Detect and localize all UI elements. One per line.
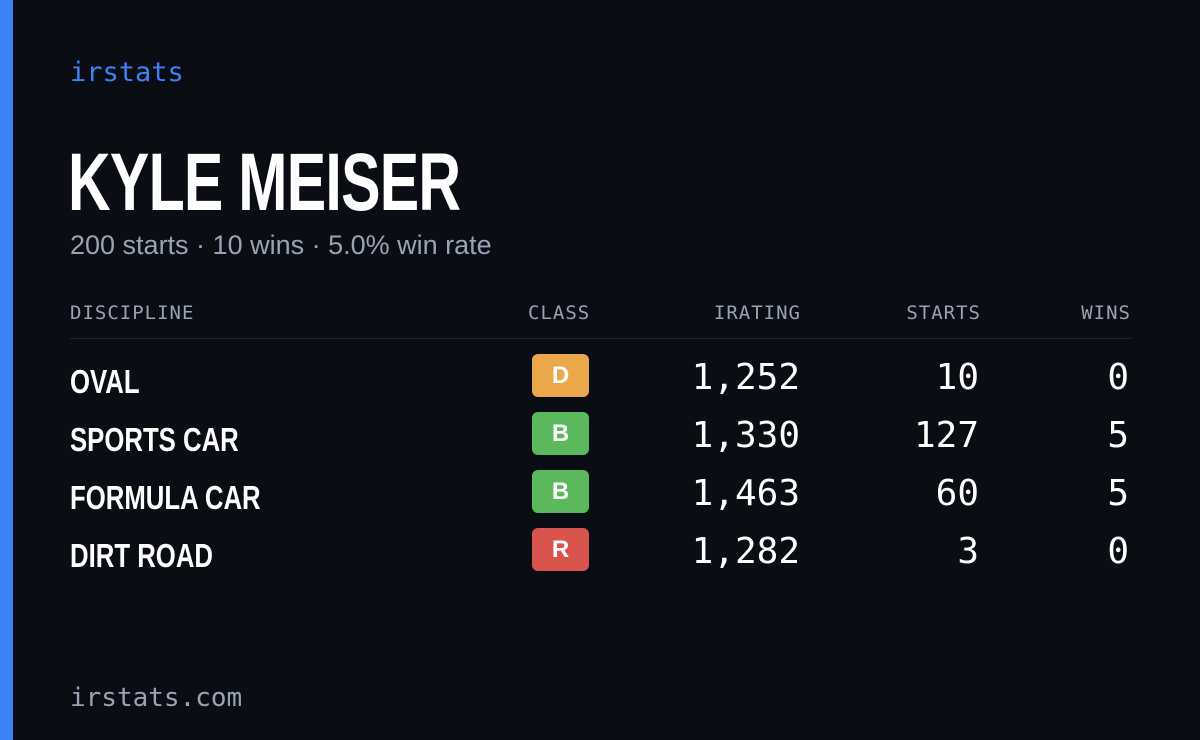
header-class: CLASS <box>528 302 591 324</box>
player-name: KYLE MEISER <box>68 137 461 228</box>
player-summary: 200 starts · 10 wins · 5.0% win rate <box>70 230 492 260</box>
discipline-label: SPORTS CAR <box>70 421 239 458</box>
irating-value: 1,330 <box>691 415 800 456</box>
header-discipline: DISCIPLINE <box>70 302 195 324</box>
class-badge: B <box>532 470 589 513</box>
accent-bar <box>0 0 13 740</box>
irating-value: 1,252 <box>691 357 800 398</box>
class-badge: B <box>532 412 589 455</box>
discipline-label: OVAL <box>70 363 140 400</box>
starts-value: 60 <box>935 473 979 514</box>
starts-value: 3 <box>957 531 979 572</box>
irating-value: 1,282 <box>691 531 800 572</box>
stats-table-body: OVAL D 1,252 10 0 SPORTS CAR B 1,330 127… <box>70 352 1132 584</box>
discipline-label: FORMULA CAR <box>70 479 261 516</box>
table-row-formula-car: FORMULA CAR B 1,463 60 5 <box>70 468 1132 526</box>
table-row-oval: OVAL D 1,252 10 0 <box>70 352 1132 410</box>
footer-site-url: irstats.com <box>70 683 243 713</box>
table-row-dirt-road: DIRT ROAD R 1,282 3 0 <box>70 526 1132 584</box>
starts-value: 127 <box>913 415 979 456</box>
wins-value: 5 <box>1107 473 1129 514</box>
discipline-label: DIRT ROAD <box>70 537 213 574</box>
class-badge: R <box>532 528 589 571</box>
irating-value: 1,463 <box>691 473 800 514</box>
wins-value: 0 <box>1107 531 1129 572</box>
header-starts: STARTS <box>906 302 981 324</box>
wins-value: 5 <box>1107 415 1129 456</box>
brand-logo-text: irstats <box>70 57 184 88</box>
header-irating: IRATING <box>713 302 801 324</box>
table-row-sports-car: SPORTS CAR B 1,330 127 5 <box>70 410 1132 468</box>
class-badge: D <box>532 354 589 397</box>
wins-value: 0 <box>1107 357 1129 398</box>
table-header: DISCIPLINE CLASS IRATING STARTS WINS <box>70 298 1132 339</box>
starts-value: 10 <box>935 357 979 398</box>
header-wins: WINS <box>1081 302 1131 324</box>
